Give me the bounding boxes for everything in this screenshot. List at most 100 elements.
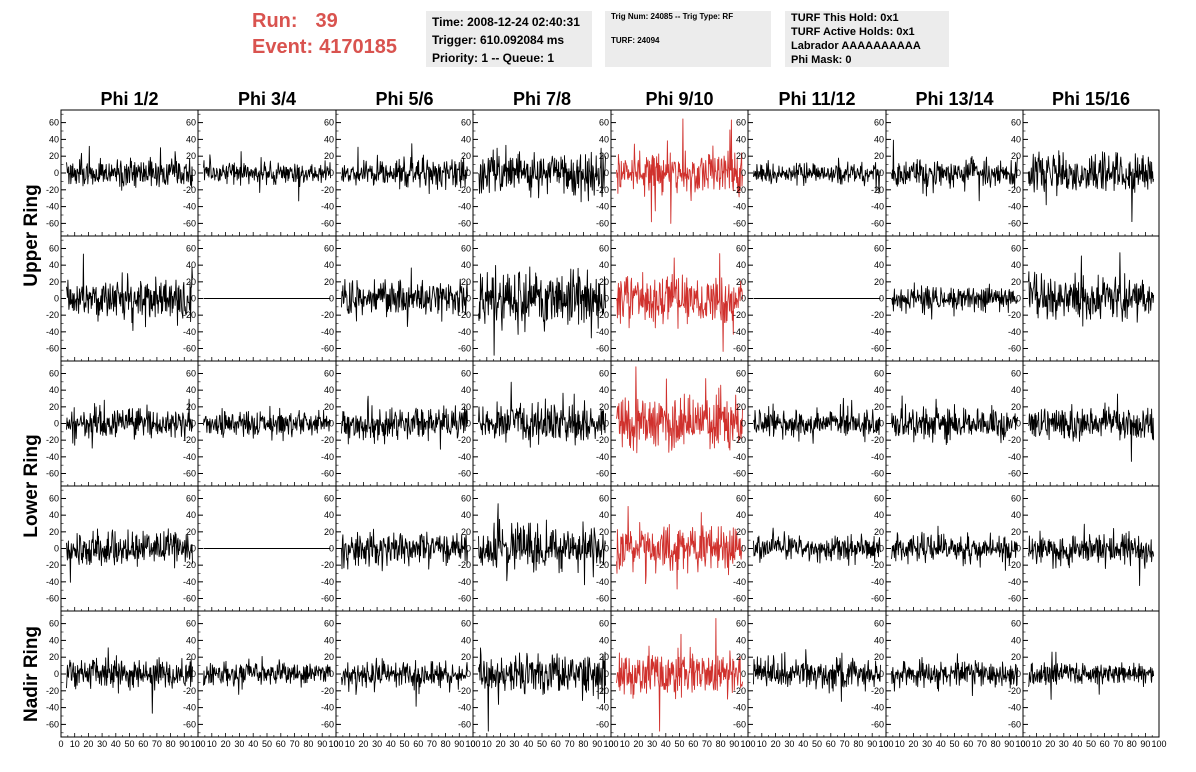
y-tick-label: 20 xyxy=(186,277,196,287)
y-tick-label: 0 xyxy=(741,669,746,679)
y-tick-label: 20 xyxy=(461,277,471,287)
y-tick-label: 40 xyxy=(874,260,884,270)
y-tick-label: -40 xyxy=(321,577,334,587)
y-tick-label: 40 xyxy=(461,385,471,395)
y-tick-label: 20 xyxy=(1011,277,1021,287)
x-tick-label: 10 xyxy=(757,739,767,749)
waveform-r5-c3 xyxy=(341,657,468,707)
y-tick-label: 20 xyxy=(1011,652,1021,662)
time-text: Time: 2008-12-24 02:40:31 xyxy=(432,15,580,29)
y-tick-label: -40 xyxy=(596,452,609,462)
y-tick-label: 60 xyxy=(186,619,196,629)
x-tick-label: 50 xyxy=(124,739,134,749)
y-tick-label: 40 xyxy=(324,134,334,144)
x-tick-label: 10 xyxy=(620,739,630,749)
x-tick-label: 70 xyxy=(1113,739,1123,749)
y-tick-label: 20 xyxy=(1011,151,1021,161)
y-tick-label: 40 xyxy=(874,134,884,144)
y-tick-label: -20 xyxy=(1008,185,1021,195)
row-label-3: Nadir Ring xyxy=(21,626,42,722)
x-tick-label: 50 xyxy=(812,739,822,749)
y-tick-label: 60 xyxy=(874,619,884,629)
x-tick-label: 30 xyxy=(372,739,382,749)
x-tick-label: 0 xyxy=(58,739,63,749)
y-tick-label: 60 xyxy=(736,244,746,254)
y-tick-label: 40 xyxy=(1011,510,1021,520)
column-title-3: Phi 5/6 xyxy=(375,89,433,109)
y-tick-label: 20 xyxy=(324,277,334,287)
x-tick-label: 20 xyxy=(358,739,368,749)
waveform-r2-c4 xyxy=(478,264,606,356)
y-tick-label: -20 xyxy=(871,185,884,195)
y-tick-label: 0 xyxy=(604,168,609,178)
y-tick-label: -60 xyxy=(596,594,609,604)
y-tick-label: -60 xyxy=(596,719,609,729)
x-tick-label: 60 xyxy=(276,739,286,749)
waveform-r5-c5 xyxy=(616,618,743,732)
waveform-r4-c5 xyxy=(616,505,743,590)
x-tick-label: 10 xyxy=(345,739,355,749)
y-tick-label: -60 xyxy=(46,218,59,228)
x-tick-label: 90 xyxy=(867,739,877,749)
y-tick-label: 20 xyxy=(186,527,196,537)
y-tick-label: 0 xyxy=(191,669,196,679)
y-tick-label: 0 xyxy=(191,294,196,304)
y-tick-label: 60 xyxy=(49,494,59,504)
y-tick-label: 20 xyxy=(736,402,746,412)
y-tick-label: 60 xyxy=(324,118,334,128)
y-tick-label: 40 xyxy=(461,635,471,645)
waveform-r5-c8 xyxy=(1027,651,1155,700)
x-tick-label: 80 xyxy=(441,739,451,749)
y-tick-label: 0 xyxy=(329,669,334,679)
y-tick-label: -60 xyxy=(871,719,884,729)
labrador-text: Labrador AAAAAAAAAA xyxy=(791,40,921,52)
y-tick-label: -20 xyxy=(871,686,884,696)
x-tick-label: 10 xyxy=(70,739,80,749)
waveform-r1-c3 xyxy=(341,143,468,195)
x-tick-label: 40 xyxy=(248,739,258,749)
y-tick-label: -60 xyxy=(183,218,196,228)
x-tick-label: 10 xyxy=(482,739,492,749)
y-tick-label: 60 xyxy=(599,619,609,629)
run-line: Run: 39 xyxy=(252,8,422,34)
y-tick-label: -40 xyxy=(321,703,334,713)
y-tick-label: 0 xyxy=(54,544,59,554)
x-tick-label: 70 xyxy=(840,739,850,749)
y-tick-label: 60 xyxy=(186,244,196,254)
x-tick-label: 60 xyxy=(551,739,561,749)
turf-this-hold-text: TURF This Hold: 0x1 xyxy=(791,12,899,24)
y-tick-label: 60 xyxy=(461,369,471,379)
y-tick-label: 40 xyxy=(49,260,59,270)
waveform-r3-c2 xyxy=(203,405,331,442)
x-tick-label: 30 xyxy=(1059,739,1069,749)
y-tick-label: 60 xyxy=(461,494,471,504)
waveform-r1-c8 xyxy=(1027,150,1155,223)
y-tick-label: -60 xyxy=(871,218,884,228)
y-tick-label: -20 xyxy=(596,560,609,570)
y-tick-label: -60 xyxy=(183,719,196,729)
x-tick-label: 60 xyxy=(413,739,423,749)
y-tick-label: 60 xyxy=(736,118,746,128)
y-tick-label: 20 xyxy=(49,151,59,161)
x-tick-label: 10 xyxy=(895,739,905,749)
x-tick-label: 20 xyxy=(221,739,231,749)
waveform-r1-c4 xyxy=(478,144,606,203)
y-tick-label: -20 xyxy=(321,686,334,696)
trig-num-text: Trig Num: 24085 -- Trig Type: RF xyxy=(611,12,734,21)
x-tick-label: 30 xyxy=(509,739,519,749)
y-tick-label: -60 xyxy=(596,218,609,228)
x-tick-label: 20 xyxy=(496,739,506,749)
y-tick-label: 0 xyxy=(191,168,196,178)
y-tick-label: 60 xyxy=(324,494,334,504)
y-tick-label: 0 xyxy=(741,168,746,178)
y-tick-label: -20 xyxy=(321,435,334,445)
x-tick-label: 70 xyxy=(977,739,987,749)
y-tick-label: 40 xyxy=(599,635,609,645)
y-tick-label: -40 xyxy=(733,452,746,462)
y-tick-label: 60 xyxy=(49,118,59,128)
y-tick-label: -20 xyxy=(733,686,746,696)
x-tick-label: 90 xyxy=(1004,739,1014,749)
y-tick-label: 40 xyxy=(599,510,609,520)
event-line: Event: 4170185 xyxy=(252,34,422,60)
x-tick-label: 50 xyxy=(674,739,684,749)
